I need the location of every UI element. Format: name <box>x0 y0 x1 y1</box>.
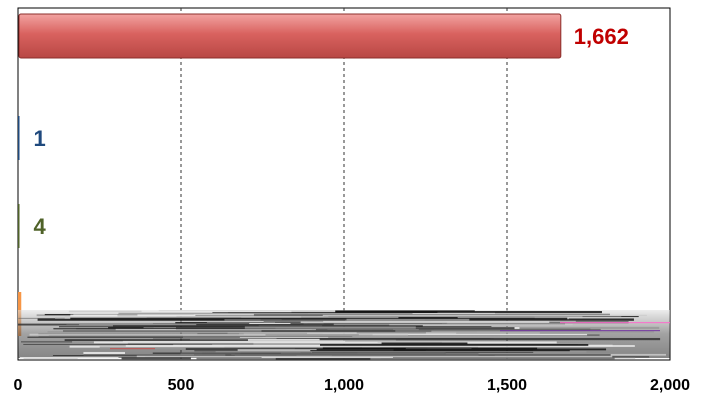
noise-line <box>83 354 226 356</box>
noise-line <box>136 355 613 358</box>
noise-line <box>319 337 661 341</box>
noise-line <box>83 351 126 355</box>
noise-line <box>323 322 442 324</box>
noise-line <box>377 341 442 343</box>
noise-line <box>261 330 396 332</box>
noise-line <box>64 339 248 341</box>
noise-line <box>152 352 312 354</box>
noise-line <box>27 336 263 338</box>
noise-line <box>64 316 583 319</box>
noise-line <box>323 323 566 325</box>
noise-line <box>372 328 591 331</box>
noise-line <box>79 324 197 326</box>
x-tick-label: 500 <box>168 377 195 394</box>
noise-line <box>93 341 557 344</box>
grid-lines <box>180 8 508 360</box>
x-tick-label: 1,000 <box>324 377 364 394</box>
noise-line <box>260 319 345 321</box>
noise-line <box>234 353 479 356</box>
data-label: 1,662 <box>574 24 629 49</box>
noise-line <box>121 357 191 360</box>
bar <box>18 116 20 160</box>
data-label: 1 <box>34 126 46 151</box>
noise-line <box>115 328 316 331</box>
noise-line <box>346 318 470 321</box>
noise-line <box>118 312 413 315</box>
noise-line <box>310 350 570 352</box>
bar <box>18 204 20 248</box>
noise-line <box>258 324 323 327</box>
noise-line <box>122 340 346 342</box>
noise-line <box>38 335 353 337</box>
noise-line <box>261 356 393 358</box>
noise-line <box>110 348 155 350</box>
noise-line <box>372 333 588 336</box>
noise-line <box>21 341 73 343</box>
noise-line <box>20 356 119 359</box>
noise-line <box>239 336 329 339</box>
noise-line <box>215 351 587 353</box>
distorted-region <box>18 310 670 360</box>
noise-line <box>560 322 670 324</box>
noise-line <box>300 321 550 323</box>
x-axis-ticks: 0 500 1,000 1,500 2,000 <box>14 377 691 394</box>
noise-line <box>500 330 660 332</box>
noise-line <box>244 326 416 329</box>
noise-line <box>29 333 409 336</box>
bar <box>18 13 562 59</box>
noise-line <box>196 357 615 360</box>
noise-line <box>327 328 419 331</box>
noise-line <box>322 314 647 317</box>
noise-line <box>227 332 540 334</box>
noise-line <box>23 343 213 345</box>
x-tick-label: 1,500 <box>487 377 527 394</box>
noise-line <box>212 311 438 313</box>
noise-line <box>265 334 359 337</box>
data-labels: 1,662 1 4 <box>34 24 629 239</box>
x-tick-label: 0 <box>14 377 23 394</box>
noise-line <box>70 317 568 320</box>
noise-line <box>125 345 635 347</box>
noise-line <box>189 338 396 341</box>
noise-line <box>47 331 655 333</box>
noise-line <box>316 348 607 351</box>
noise-line <box>127 342 254 345</box>
noise-line <box>398 316 458 320</box>
noise-line <box>320 344 589 346</box>
data-label: 4 <box>34 214 47 239</box>
noise-line <box>141 310 336 313</box>
noise-line <box>99 346 323 349</box>
noise-line <box>206 321 276 323</box>
noise-line <box>323 320 576 322</box>
noise-line <box>249 323 291 325</box>
noise-line <box>380 356 636 359</box>
x-tick-label: 2,000 <box>650 377 690 394</box>
noise-line <box>389 324 573 326</box>
noise-line <box>275 357 371 360</box>
noise-line <box>70 314 118 317</box>
noise-line <box>62 330 432 332</box>
noise-line <box>381 342 468 345</box>
